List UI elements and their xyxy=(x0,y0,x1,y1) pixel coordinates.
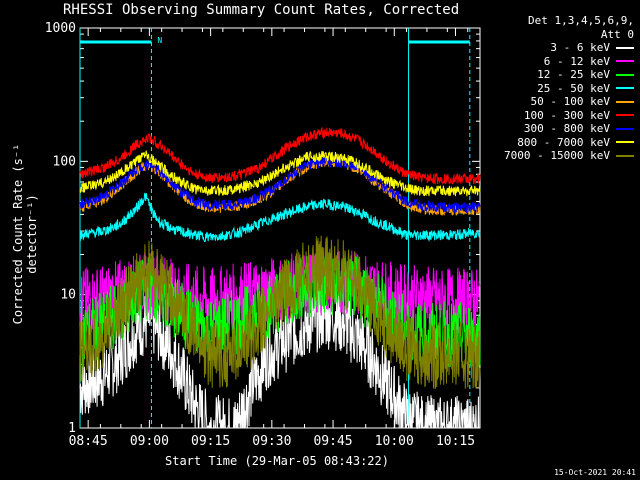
legend-entry: 100 - 300 keV xyxy=(504,109,634,123)
series-line xyxy=(79,156,481,214)
legend-swatch xyxy=(616,154,634,157)
legend-swatch xyxy=(616,141,634,144)
plot-frame xyxy=(79,27,481,429)
series-line xyxy=(79,150,481,197)
legend-entry: 25 - 50 keV xyxy=(504,82,634,96)
legend-label: 800 - 7000 keV xyxy=(517,135,610,149)
legend-label: 50 - 100 keV xyxy=(530,95,610,108)
legend-entry: 7000 - 15000 keV xyxy=(504,149,634,163)
legend-label: 12 - 25 keV xyxy=(537,68,610,81)
legend-entry: 3 - 6 keV xyxy=(504,41,634,55)
x-axis-label: Start Time (29-Mar-05 08:43:22) xyxy=(165,454,389,468)
legend: Det 1,3,4,5,6,9, Att 0 3 - 6 keV 6 - 12 k… xyxy=(504,14,634,163)
legend-swatch xyxy=(616,46,634,49)
x-tick-label: 09:45 xyxy=(313,434,352,449)
x-tick-label: 10:00 xyxy=(375,434,414,449)
flag-label: N xyxy=(157,36,162,45)
legend-entry: 12 - 25 keV xyxy=(504,68,634,82)
legend-swatch xyxy=(616,100,634,103)
x-tick-label: 09:30 xyxy=(252,434,291,449)
timestamp-label: 15-Oct-2021 20:41 xyxy=(554,468,636,477)
legend-label: 7000 - 15000 keV xyxy=(504,149,610,162)
chart-title: RHESSI Observing Summary Count Rates, Co… xyxy=(63,2,460,18)
legend-swatch xyxy=(616,73,634,76)
series-line xyxy=(79,127,481,186)
legend-entry: 800 - 7000 keV xyxy=(504,136,634,150)
legend-entry: 50 - 100 keV xyxy=(504,95,634,109)
legend-swatch xyxy=(616,60,634,63)
x-tick-label: 09:15 xyxy=(191,434,230,449)
legend-label: 25 - 50 keV xyxy=(537,81,610,95)
series-line xyxy=(79,235,481,390)
legend-swatch xyxy=(616,127,634,130)
legend-entry: 6 - 12 keV xyxy=(504,55,634,69)
legend-header-2: Att 0 xyxy=(600,27,634,41)
legend-label: 300 - 800 keV xyxy=(523,122,610,135)
legend-header-1: Det 1,3,4,5,6,9, xyxy=(528,14,634,27)
legend-swatch xyxy=(616,87,634,90)
x-tick-label: 09:00 xyxy=(130,434,169,449)
x-tick-label: 08:45 xyxy=(69,434,108,449)
legend-entry: 300 - 800 keV xyxy=(504,122,634,136)
legend-label: 6 - 12 keV xyxy=(543,54,610,68)
y-tick-label: 1000 xyxy=(45,21,76,36)
legend-label: 3 - 6 keV xyxy=(550,41,610,54)
y-tick-label: 1 xyxy=(68,421,76,436)
series-line xyxy=(79,192,481,243)
legend-label: 100 - 300 keV xyxy=(523,108,610,122)
x-tick-label: 10:15 xyxy=(436,434,475,449)
y-tick-label: 100 xyxy=(53,154,76,169)
y-tick-label: 10 xyxy=(60,288,76,303)
legend-swatch xyxy=(616,114,634,117)
y-axis-label: Corrected Count Rate (s⁻¹ detector⁻¹) xyxy=(11,143,39,325)
